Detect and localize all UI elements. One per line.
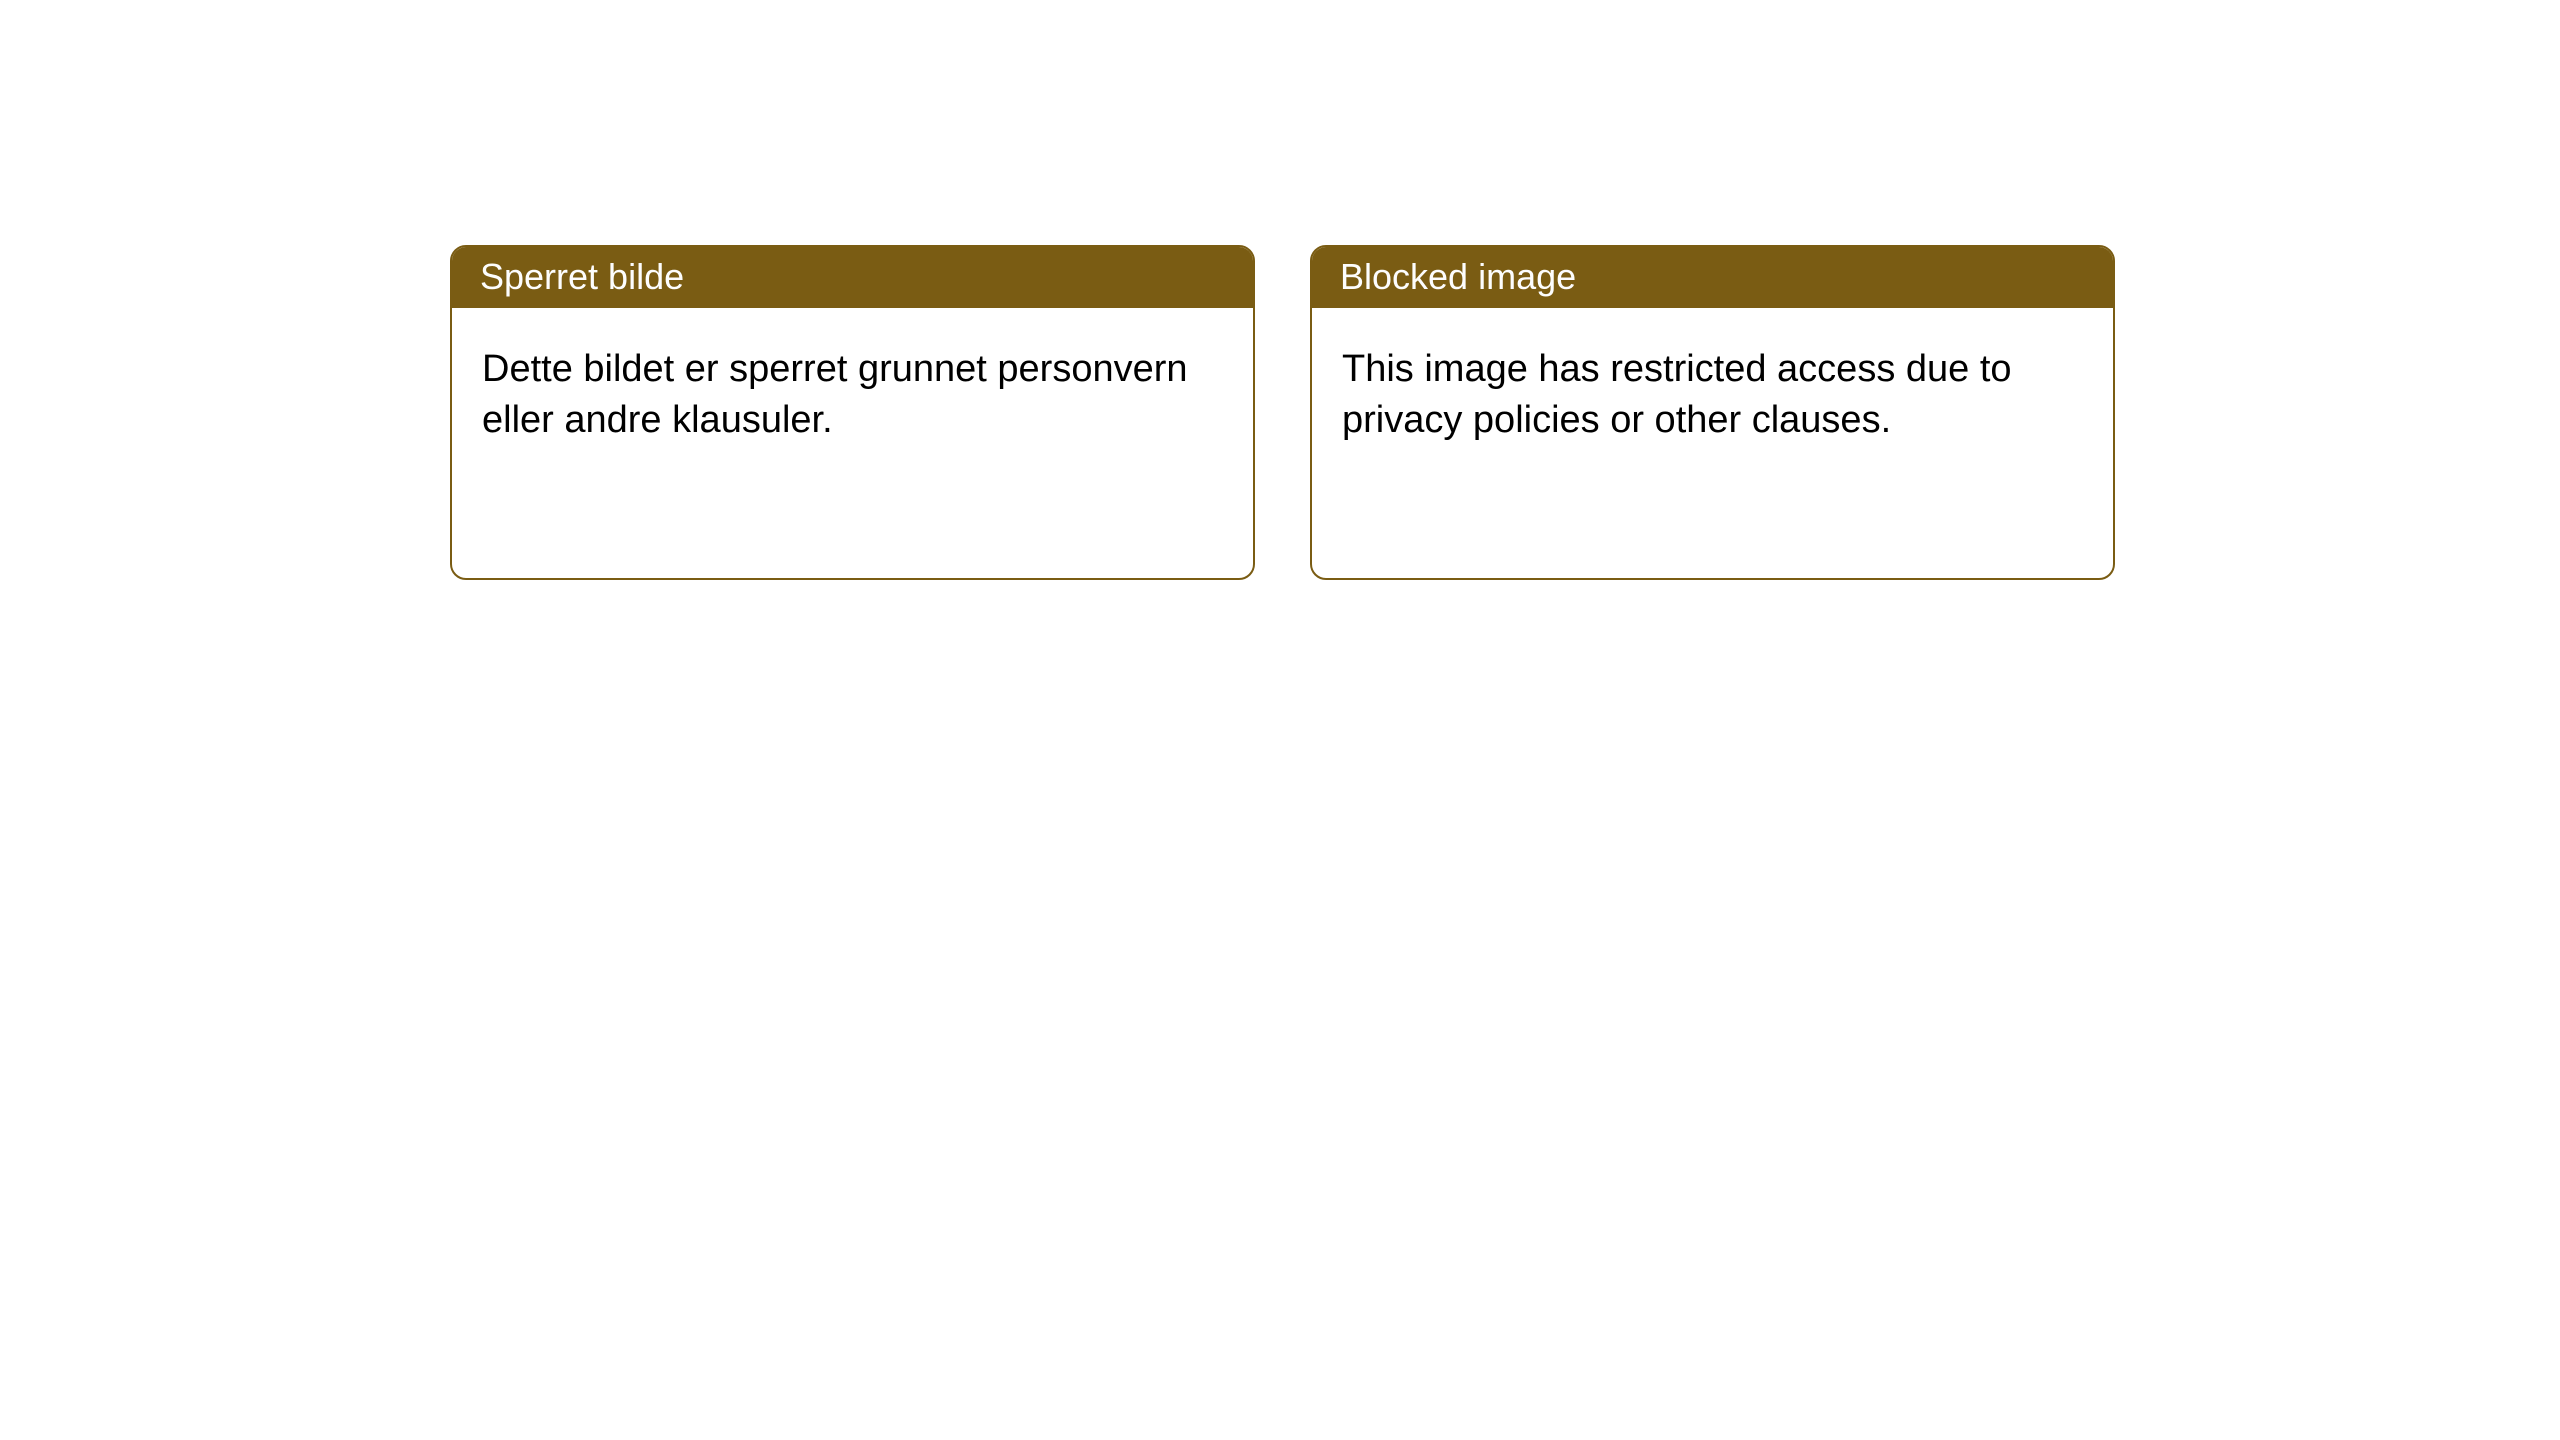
blocked-image-card-en: Blocked image This image has restricted … xyxy=(1310,245,2115,580)
blocked-image-notices: Sperret bilde Dette bildet er sperret gr… xyxy=(450,245,2560,580)
blocked-image-card-no: Sperret bilde Dette bildet er sperret gr… xyxy=(450,245,1255,580)
card-title-no: Sperret bilde xyxy=(452,247,1253,308)
card-body-no: Dette bildet er sperret grunnet personve… xyxy=(452,308,1253,477)
card-body-en: This image has restricted access due to … xyxy=(1312,308,2113,477)
card-title-en: Blocked image xyxy=(1312,247,2113,308)
